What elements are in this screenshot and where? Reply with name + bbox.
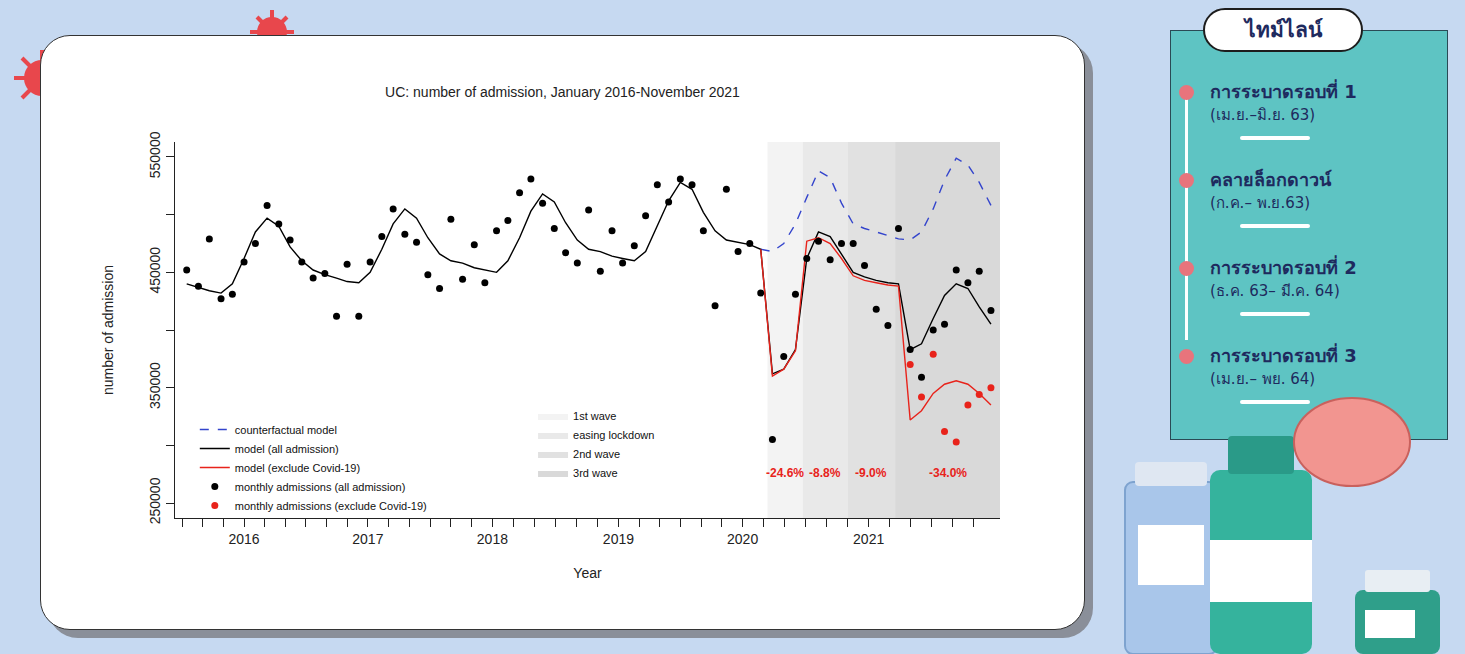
html-text:การระบาดรอบที่ 1: การระบาดรอบที่ 1 [1210, 81, 1357, 102]
svg-text:1st wave: 1st wave [573, 410, 616, 422]
html-text:(เม.ย.–มิ.ย. 63): (เม.ย.–มิ.ย. 63) [1210, 106, 1316, 124]
svg-text:-9.0%: -9.0% [855, 466, 887, 480]
svg-text:counterfactual model: counterfactual model [235, 424, 337, 436]
svg-text:2019: 2019 [603, 531, 634, 547]
html-text:การระบาดรอบที่ 3: การระบาดรอบที่ 3 [1210, 345, 1357, 366]
svg-text:-8.8%: -8.8% [809, 466, 841, 480]
svg-text:-24.6%: -24.6% [766, 466, 804, 480]
svg-text:monthly admissions (exclude Co: monthly admissions (exclude Covid-19) [235, 500, 427, 512]
svg-text:model (all admission): model (all admission) [235, 443, 339, 455]
svg-text:number of admission: number of admission [100, 265, 116, 395]
svg-text:model (exclude Covid-19): model (exclude Covid-19) [235, 462, 360, 474]
html-text:คลายล็อกดาวน์: คลายล็อกดาวน์ [1210, 169, 1331, 190]
svg-text:2020: 2020 [727, 531, 758, 547]
svg-text:2016: 2016 [228, 531, 259, 547]
svg-text:2017: 2017 [352, 531, 383, 547]
html-text:ไทม์ไลน์: ไทม์ไลน์ [1244, 18, 1322, 42]
svg-text:easing lockdown: easing lockdown [573, 429, 654, 441]
svg-text:350000: 350000 [147, 362, 163, 409]
svg-text:3rd wave: 3rd wave [573, 467, 618, 479]
svg-text:2nd wave: 2nd wave [573, 448, 620, 460]
svg-text:-34.0%: -34.0% [929, 466, 967, 480]
svg-text:UC: number of admission, Janua: UC: number of admission, January 2016-No… [385, 84, 740, 100]
html-text:การระบาดรอบที่ 2: การระบาดรอบที่ 2 [1210, 257, 1357, 278]
html-text:(ก.ค.– พ.ย.63): (ก.ค.– พ.ย.63) [1210, 194, 1311, 212]
svg-text:monthly admissions (all admiss: monthly admissions (all admission) [235, 481, 406, 493]
svg-text:2018: 2018 [477, 531, 508, 547]
svg-text:Year: Year [573, 565, 602, 581]
html-text:(เม.ย.– พย. 64): (เม.ย.– พย. 64) [1210, 370, 1316, 388]
html-text:(ธ.ค. 63– มี.ค. 64): (ธ.ค. 63– มี.ค. 64) [1210, 282, 1340, 300]
svg-text:550000: 550000 [147, 131, 163, 178]
svg-text:250000: 250000 [147, 477, 163, 524]
svg-text:450000: 450000 [147, 247, 163, 294]
svg-text:2021: 2021 [853, 531, 884, 547]
